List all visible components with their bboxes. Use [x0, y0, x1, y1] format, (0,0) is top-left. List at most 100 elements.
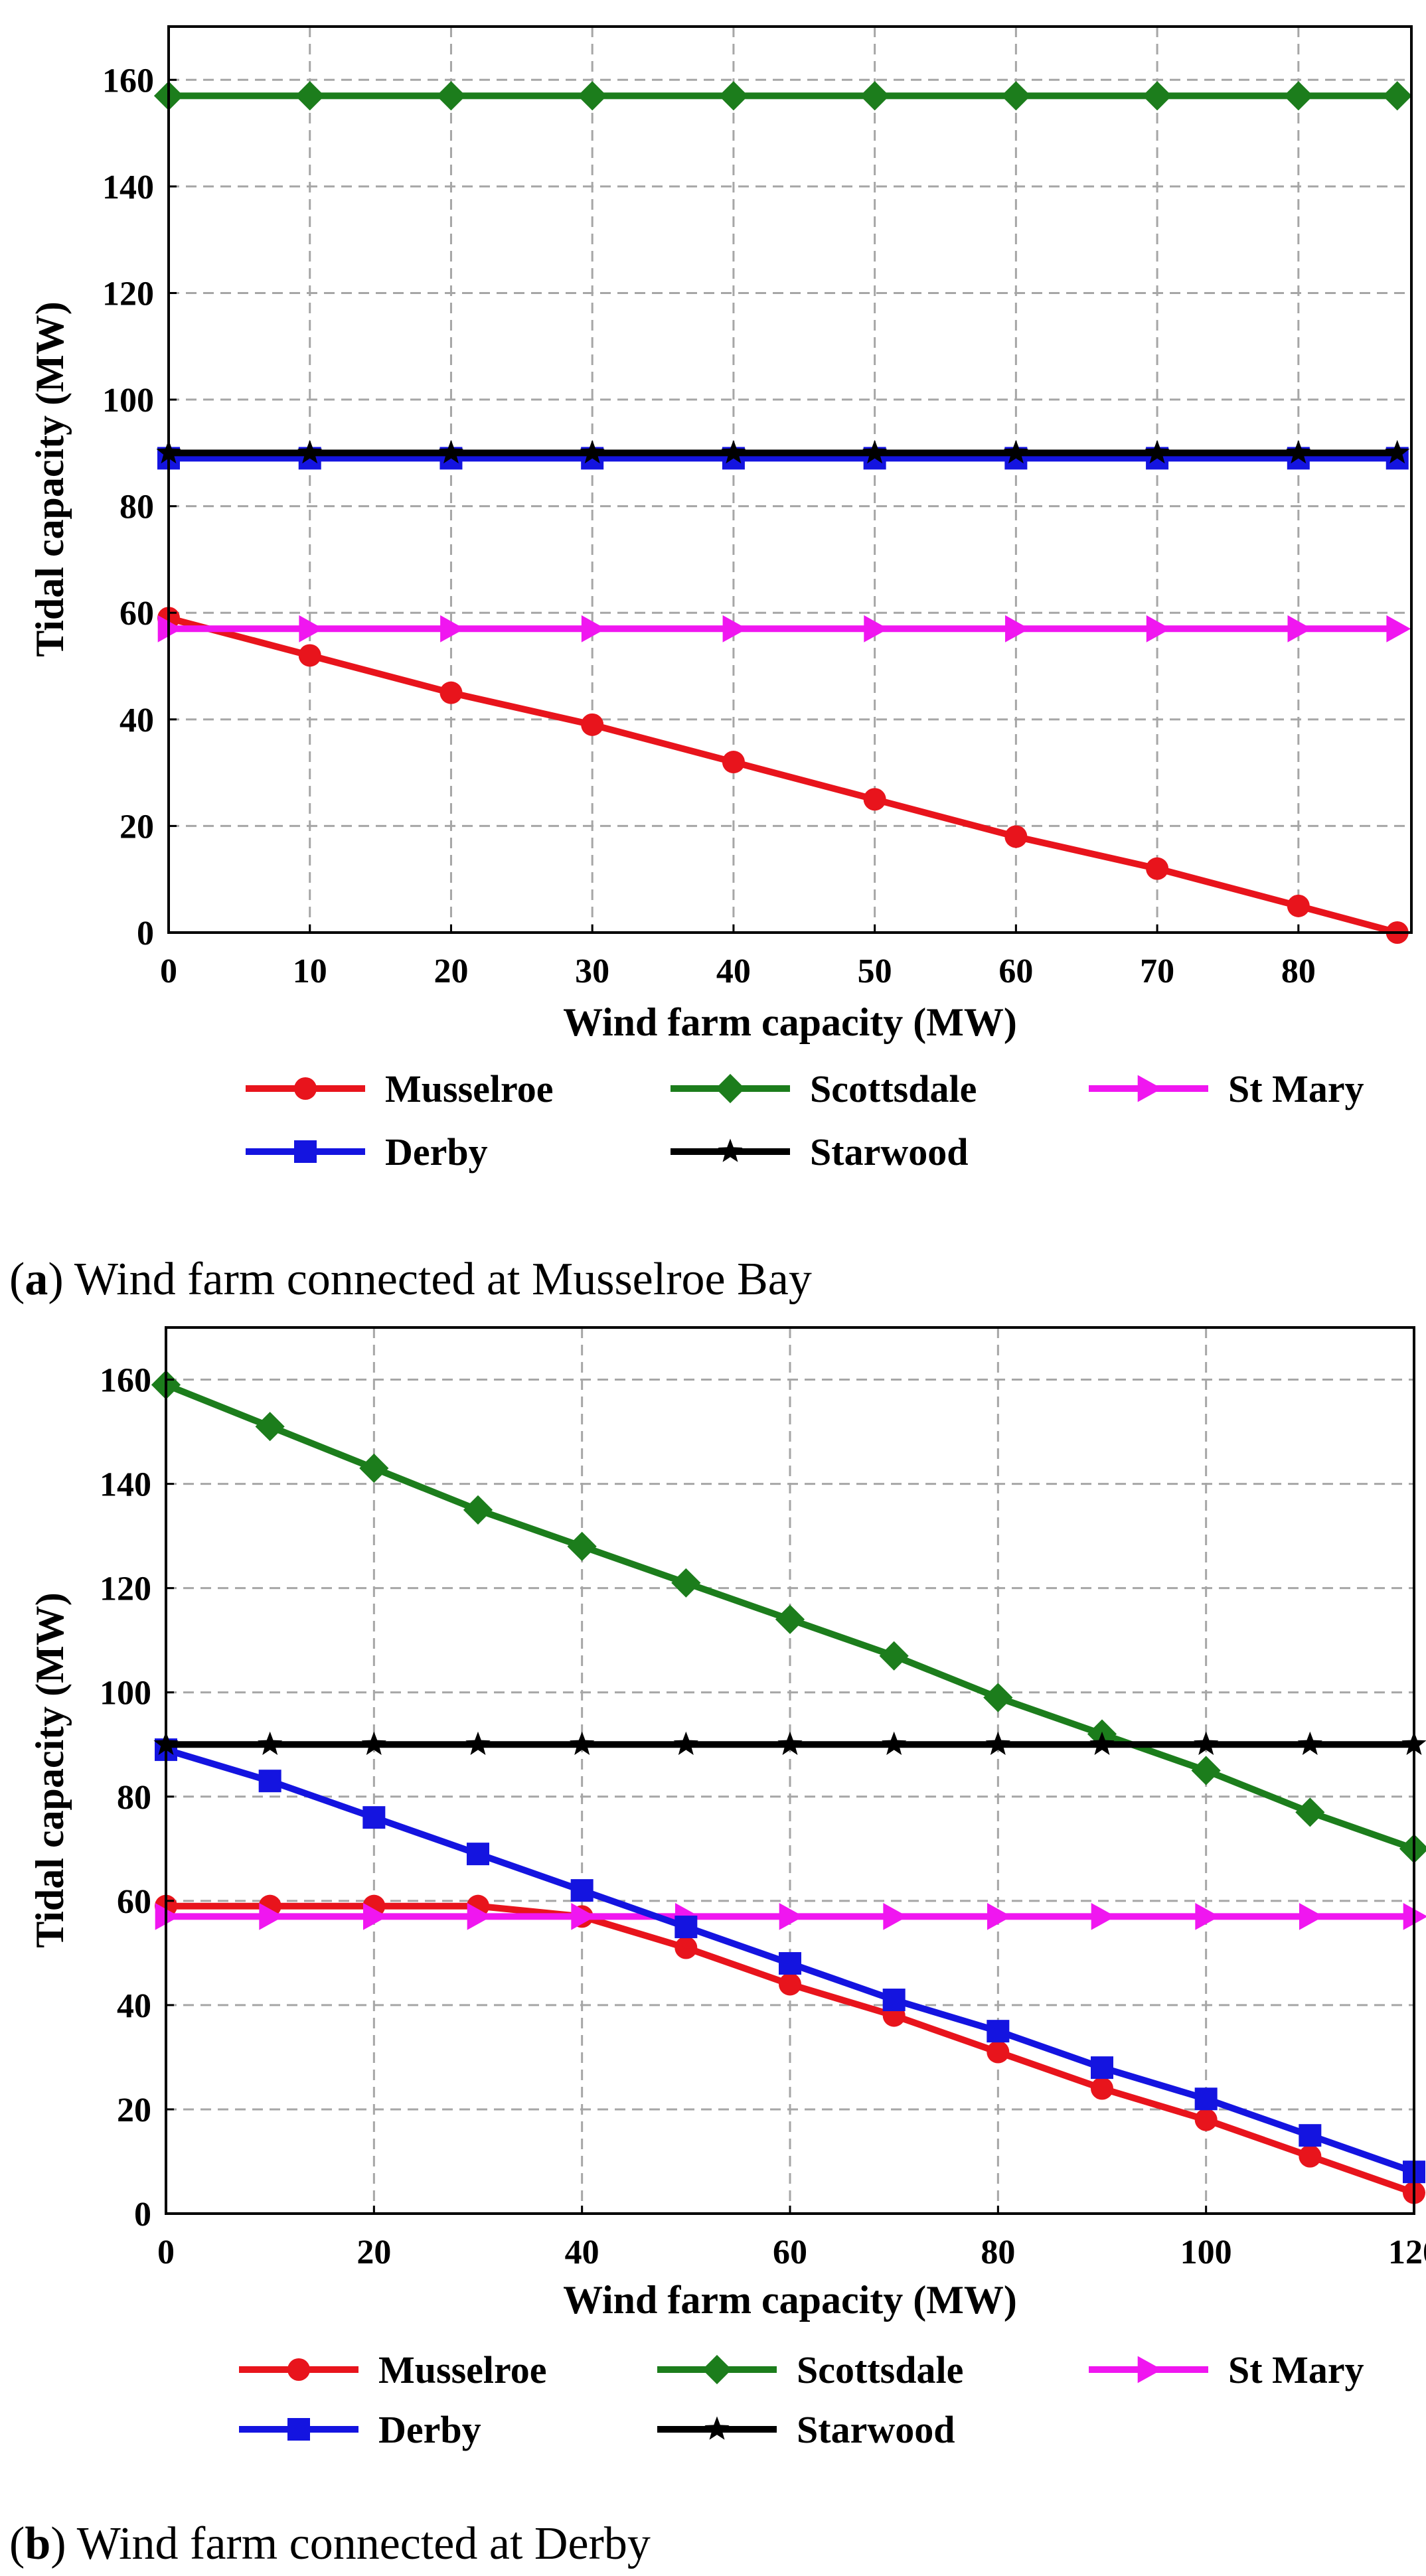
legend-label: Derby: [385, 1130, 488, 1174]
y-tick-label: 120: [102, 275, 154, 313]
x-tick-label: 0: [157, 2234, 175, 2271]
legend-marker: [718, 1138, 743, 1162]
legend-item-musselroe: Musselroe: [246, 1067, 553, 1110]
y-tick-label: 20: [117, 2091, 151, 2129]
data-point-musselroe: [298, 644, 321, 667]
data-point-musselroe: [581, 713, 604, 736]
data-point-st-mary: [1146, 615, 1171, 643]
y-tick-label: 100: [100, 1675, 151, 1712]
data-point-scottsdale: [775, 1604, 805, 1634]
y-tick-label: 80: [117, 1779, 151, 1817]
data-point-st-mary: [987, 1902, 1012, 1930]
data-point-starwood: [1089, 1731, 1115, 1756]
data-point-scottsdale: [1295, 1797, 1325, 1827]
chart-panel-a: 0 10 20 30 40 50 60 70 80 020406080100120140160 …: [9, 25, 1413, 1305]
data-point-starwood: [361, 1731, 386, 1756]
legend-item-derby: Derby: [239, 2408, 481, 2451]
data-point-scottsdale: [463, 1495, 493, 1525]
data-point-musselroe: [987, 2040, 1010, 2064]
data-point-musselroe: [722, 751, 745, 774]
y-tick-labels: 0 20 40 60 80 100 120 140 160: [100, 1362, 174, 2234]
series-scottsdale: [151, 1370, 1426, 1864]
data-point-scottsdale: [578, 81, 607, 111]
y-tick-label: 160: [100, 1362, 151, 1400]
data-point-scottsdale: [1399, 1834, 1426, 1864]
data-point-starwood: [721, 439, 746, 464]
legend-item-scottsdale: Scottsdale: [657, 2348, 963, 2391]
data-point-starwood: [1194, 1731, 1219, 1756]
data-point-scottsdale: [718, 81, 749, 111]
x-tick-label: 30: [575, 952, 609, 990]
y-axis-label: Tidal capacity (MW): [28, 301, 72, 657]
legend-marker: [1137, 1075, 1162, 1102]
legend-label: Scottsdale: [810, 1067, 977, 1110]
figure-caption: (b) Wind farm connected at Derby: [9, 2518, 651, 2569]
y-tick-label: 0: [137, 915, 154, 952]
caption-letter: a: [25, 1254, 48, 1305]
data-point-scottsdale: [1191, 1756, 1221, 1785]
data-point-st-mary: [864, 615, 889, 643]
data-point-starwood: [985, 1731, 1010, 1756]
x-tick-label: 60: [998, 952, 1033, 990]
legend-item-st-mary: St Mary: [1089, 2348, 1364, 2391]
data-point-derby: [674, 1916, 698, 1939]
data-point-scottsdale: [1142, 81, 1172, 111]
x-tick-label: 80: [1281, 952, 1316, 990]
data-point-starwood: [673, 1731, 698, 1756]
data-point-derby: [467, 1843, 489, 1866]
y-tick-label: 140: [100, 1466, 151, 1504]
data-point-starwood: [438, 439, 463, 464]
x-tick-labels: 0 10 20 30 40 50 60 70 80: [160, 925, 1316, 990]
data-point-starwood: [1297, 1731, 1322, 1756]
legend-label: St Mary: [1228, 2348, 1364, 2391]
y-tick-label: 120: [100, 1570, 151, 1608]
x-axis-label: Wind farm capacity (MW): [563, 1000, 1017, 1044]
data-point-scottsdale: [860, 81, 890, 111]
series-derby: [155, 1738, 1425, 2184]
series-layer: [153, 81, 1412, 944]
data-point-st-mary: [155, 1902, 180, 1930]
x-tick-label: 50: [858, 952, 892, 990]
data-point-starwood: [258, 1731, 283, 1756]
data-point-st-mary: [779, 1902, 804, 1930]
data-point-st-mary: [1299, 1902, 1324, 1930]
caption-text: Wind farm connected at Derby: [77, 2518, 651, 2569]
legend-label: Derby: [378, 2408, 481, 2451]
data-point-st-mary: [1287, 615, 1312, 643]
data-point-derby: [1299, 2124, 1322, 2147]
data-point-st-mary: [363, 1902, 388, 1930]
data-point-scottsdale: [671, 1568, 701, 1598]
legend: Musselroe Scottsdale St Mary Derby Starwood: [239, 2348, 1364, 2451]
legend-label: Starwood: [797, 2408, 955, 2451]
legend-label: Musselroe: [378, 2348, 546, 2391]
legend: Musselroe Scottsdale St Mary Derby Starwood: [246, 1067, 1364, 1174]
caption-text: Wind farm connected at Musselroe Bay: [74, 1254, 812, 1305]
data-point-starwood: [777, 1731, 803, 1756]
series-layer: [151, 1370, 1426, 2204]
data-point-derby: [570, 1879, 594, 1902]
legend-label: Starwood: [810, 1130, 968, 1174]
data-point-starwood: [570, 1731, 595, 1756]
y-tick-label: 0: [134, 2196, 151, 2234]
data-point-starwood: [1385, 439, 1410, 464]
data-point-musselroe: [1146, 857, 1169, 880]
x-tick-label: 60: [773, 2234, 807, 2271]
x-tick-label: 120: [1388, 2234, 1426, 2271]
y-tick-label: 160: [102, 62, 154, 100]
legend-label: St Mary: [1228, 1067, 1364, 1110]
series-line-musselroe: [167, 615, 1399, 936]
legend-item-derby: Derby: [246, 1130, 488, 1174]
legend-label: Scottsdale: [797, 2348, 963, 2391]
legend-item-st-mary: St Mary: [1089, 1067, 1364, 1110]
data-point-st-mary: [467, 1902, 492, 1930]
data-point-musselroe: [1287, 894, 1310, 917]
data-point-st-mary: [259, 1902, 284, 1930]
data-point-st-mary: [883, 1902, 908, 1930]
data-point-scottsdale: [879, 1641, 909, 1671]
y-tick-labels: 0 20 40 60 80 100 120 140 160: [102, 62, 177, 952]
y-tick-label: 100: [102, 382, 154, 419]
legend-marker: [702, 2354, 732, 2385]
data-point-scottsdale: [567, 1531, 597, 1561]
data-point-derby: [258, 1770, 281, 1793]
data-point-starwood: [1145, 439, 1170, 464]
